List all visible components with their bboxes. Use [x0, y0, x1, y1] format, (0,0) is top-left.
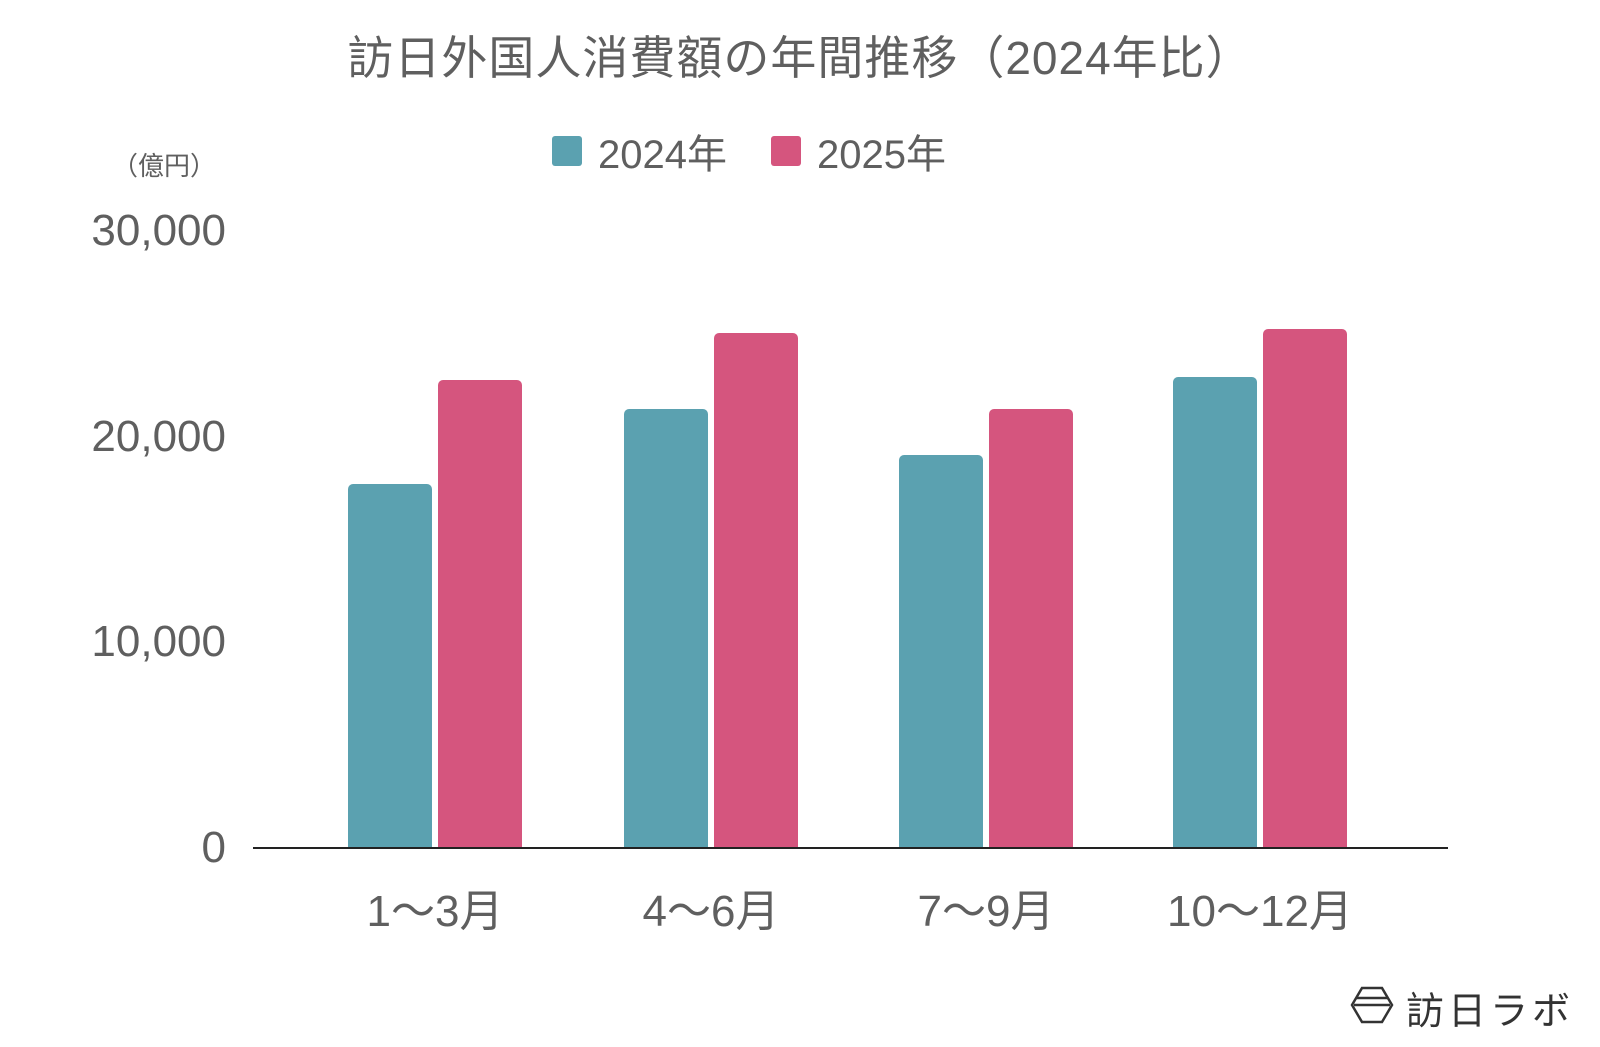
bar-2024年-7〜9月 [899, 455, 983, 849]
legend-label-2025: 2025年 [816, 133, 946, 177]
bar-2024年-4〜6月 [624, 409, 708, 849]
legend-item-2024: 2024年 [552, 122, 727, 180]
y-tick-20000: 20,000 [91, 412, 226, 461]
legend-label-2024: 2024年 [598, 133, 727, 177]
chart-legend: 2024年 2025年 [552, 122, 946, 180]
bar-2025年-7〜9月 [989, 409, 1073, 849]
legend-item-2025: 2025年 [770, 122, 946, 180]
legend-swatch-2025 [770, 136, 801, 166]
brand-logo: 訪日ラボ [1350, 980, 1574, 1035]
hexagon-logo-icon [1350, 986, 1394, 1029]
x-axis-line [253, 847, 1448, 849]
x-label-q3: 7〜9月 [917, 887, 1055, 936]
y-tick-0: 0 [201, 823, 226, 872]
legend-swatch-2024 [552, 136, 582, 166]
x-label-q1: 1〜3月 [366, 887, 504, 936]
x-label-q2: 4〜6月 [642, 887, 780, 936]
bar-2024年-10〜12月 [1173, 377, 1257, 849]
bar-2024年-1〜3月 [348, 484, 432, 849]
bar-2025年-10〜12月 [1263, 329, 1347, 849]
x-label-q4: 10〜12月 [1167, 887, 1353, 936]
y-axis-unit: （億円） [112, 151, 217, 181]
bar-2025年-4〜6月 [714, 333, 798, 849]
brand-name: 訪日ラボ [1405, 991, 1574, 1033]
chart-title: 訪日外国人消費額の年間推移（2024年比） [347, 32, 1253, 84]
y-tick-10000: 10,000 [91, 617, 226, 666]
y-tick-30000: 30,000 [91, 206, 226, 255]
plot-area [253, 0, 1448, 849]
bar-2025年-1〜3月 [438, 380, 522, 849]
